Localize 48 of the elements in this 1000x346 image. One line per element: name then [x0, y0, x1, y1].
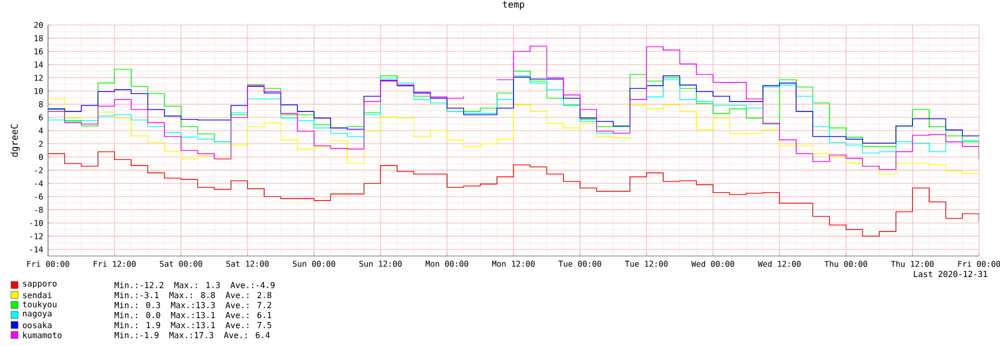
y-tick-label: 20 [34, 22, 43, 28]
legend-label: toukyou [22, 300, 56, 309]
x-tick-label: Sun 12:00 [359, 260, 402, 267]
x-tick-label: Sun 00:00 [292, 260, 336, 267]
legend-label: kumamoto [23, 332, 62, 338]
y-tick-label: 12 [34, 74, 43, 81]
x-tick-label: Sat 12:00 [226, 260, 269, 267]
y-tick-label: 10 [34, 88, 43, 94]
legend-label: nagoya [23, 312, 52, 318]
y-axis-title: dgreeC [10, 124, 20, 157]
text: Min.: 0.0 Max.:13.1 Ave.: 6.1 [114, 312, 272, 318]
text: Last 2020-12-31 [914, 270, 988, 278]
x-tick-label: Tue 00:00 [558, 260, 602, 267]
y-tick-label: 6 [39, 114, 43, 120]
y-tick-label: 0 [39, 154, 43, 160]
text: Min.: 0.3 Max.:13.3 Ave.: 7.2 [114, 302, 272, 308]
text: Min.: 1.9 Max.:13.1 Ave.: 7.5 [114, 322, 272, 328]
y-tick-label: -8 [35, 206, 43, 213]
x-tick-label: Sat 00:00 [160, 260, 202, 267]
y-tick-label: -14 [30, 246, 43, 252]
y-tick-label: -10 [30, 220, 43, 226]
y-tick-label: -6 [35, 194, 43, 200]
x-tick-label: Mon 12:00 [492, 260, 535, 267]
y-tick-label: 2 [39, 140, 43, 147]
y-tick-label: 18 [34, 35, 43, 42]
x-tick-label: Fri 12:00 [94, 260, 136, 267]
x-tick-label: Wed 00:00 [691, 260, 734, 267]
x-tick-label: Fri 00:00 [958, 260, 1000, 267]
y-tick-label: 8 [38, 101, 43, 108]
text: Min.:-12.2 Max.: 1.3 Ave.:-4.9 [114, 282, 275, 288]
x-tick-label: Thu 00:00 [824, 260, 868, 267]
y-tick-label: -4 [35, 180, 43, 186]
text: Min.:-1.9 Max.:17.3 Ave.: 6.4 [114, 332, 270, 338]
y-tick-label: 16 [34, 48, 43, 54]
y-tick-label: 4 [38, 128, 43, 134]
chart-title: temp [502, 1, 524, 10]
legend-label: sapporo [23, 282, 57, 288]
y-tick-label: 14 [34, 62, 43, 68]
legend-label: sendai [23, 292, 52, 298]
y-tick-label: -12 [30, 233, 43, 240]
x-tick-label: Fri 00:00 [27, 260, 70, 267]
x-tick-label: Wed 12:00 [758, 260, 801, 267]
x-tick-label: Tue 12:00 [625, 260, 668, 267]
legend-label: oosaka [22, 322, 52, 328]
y-tick-label: -2 [35, 167, 43, 174]
x-tick-label: Mon 00:00 [426, 260, 468, 267]
x-tick-label: Thu 12:00 [891, 260, 934, 267]
text: Min.:-3.1 Max.: 8.8 Ave.: 2.8 [114, 292, 272, 298]
